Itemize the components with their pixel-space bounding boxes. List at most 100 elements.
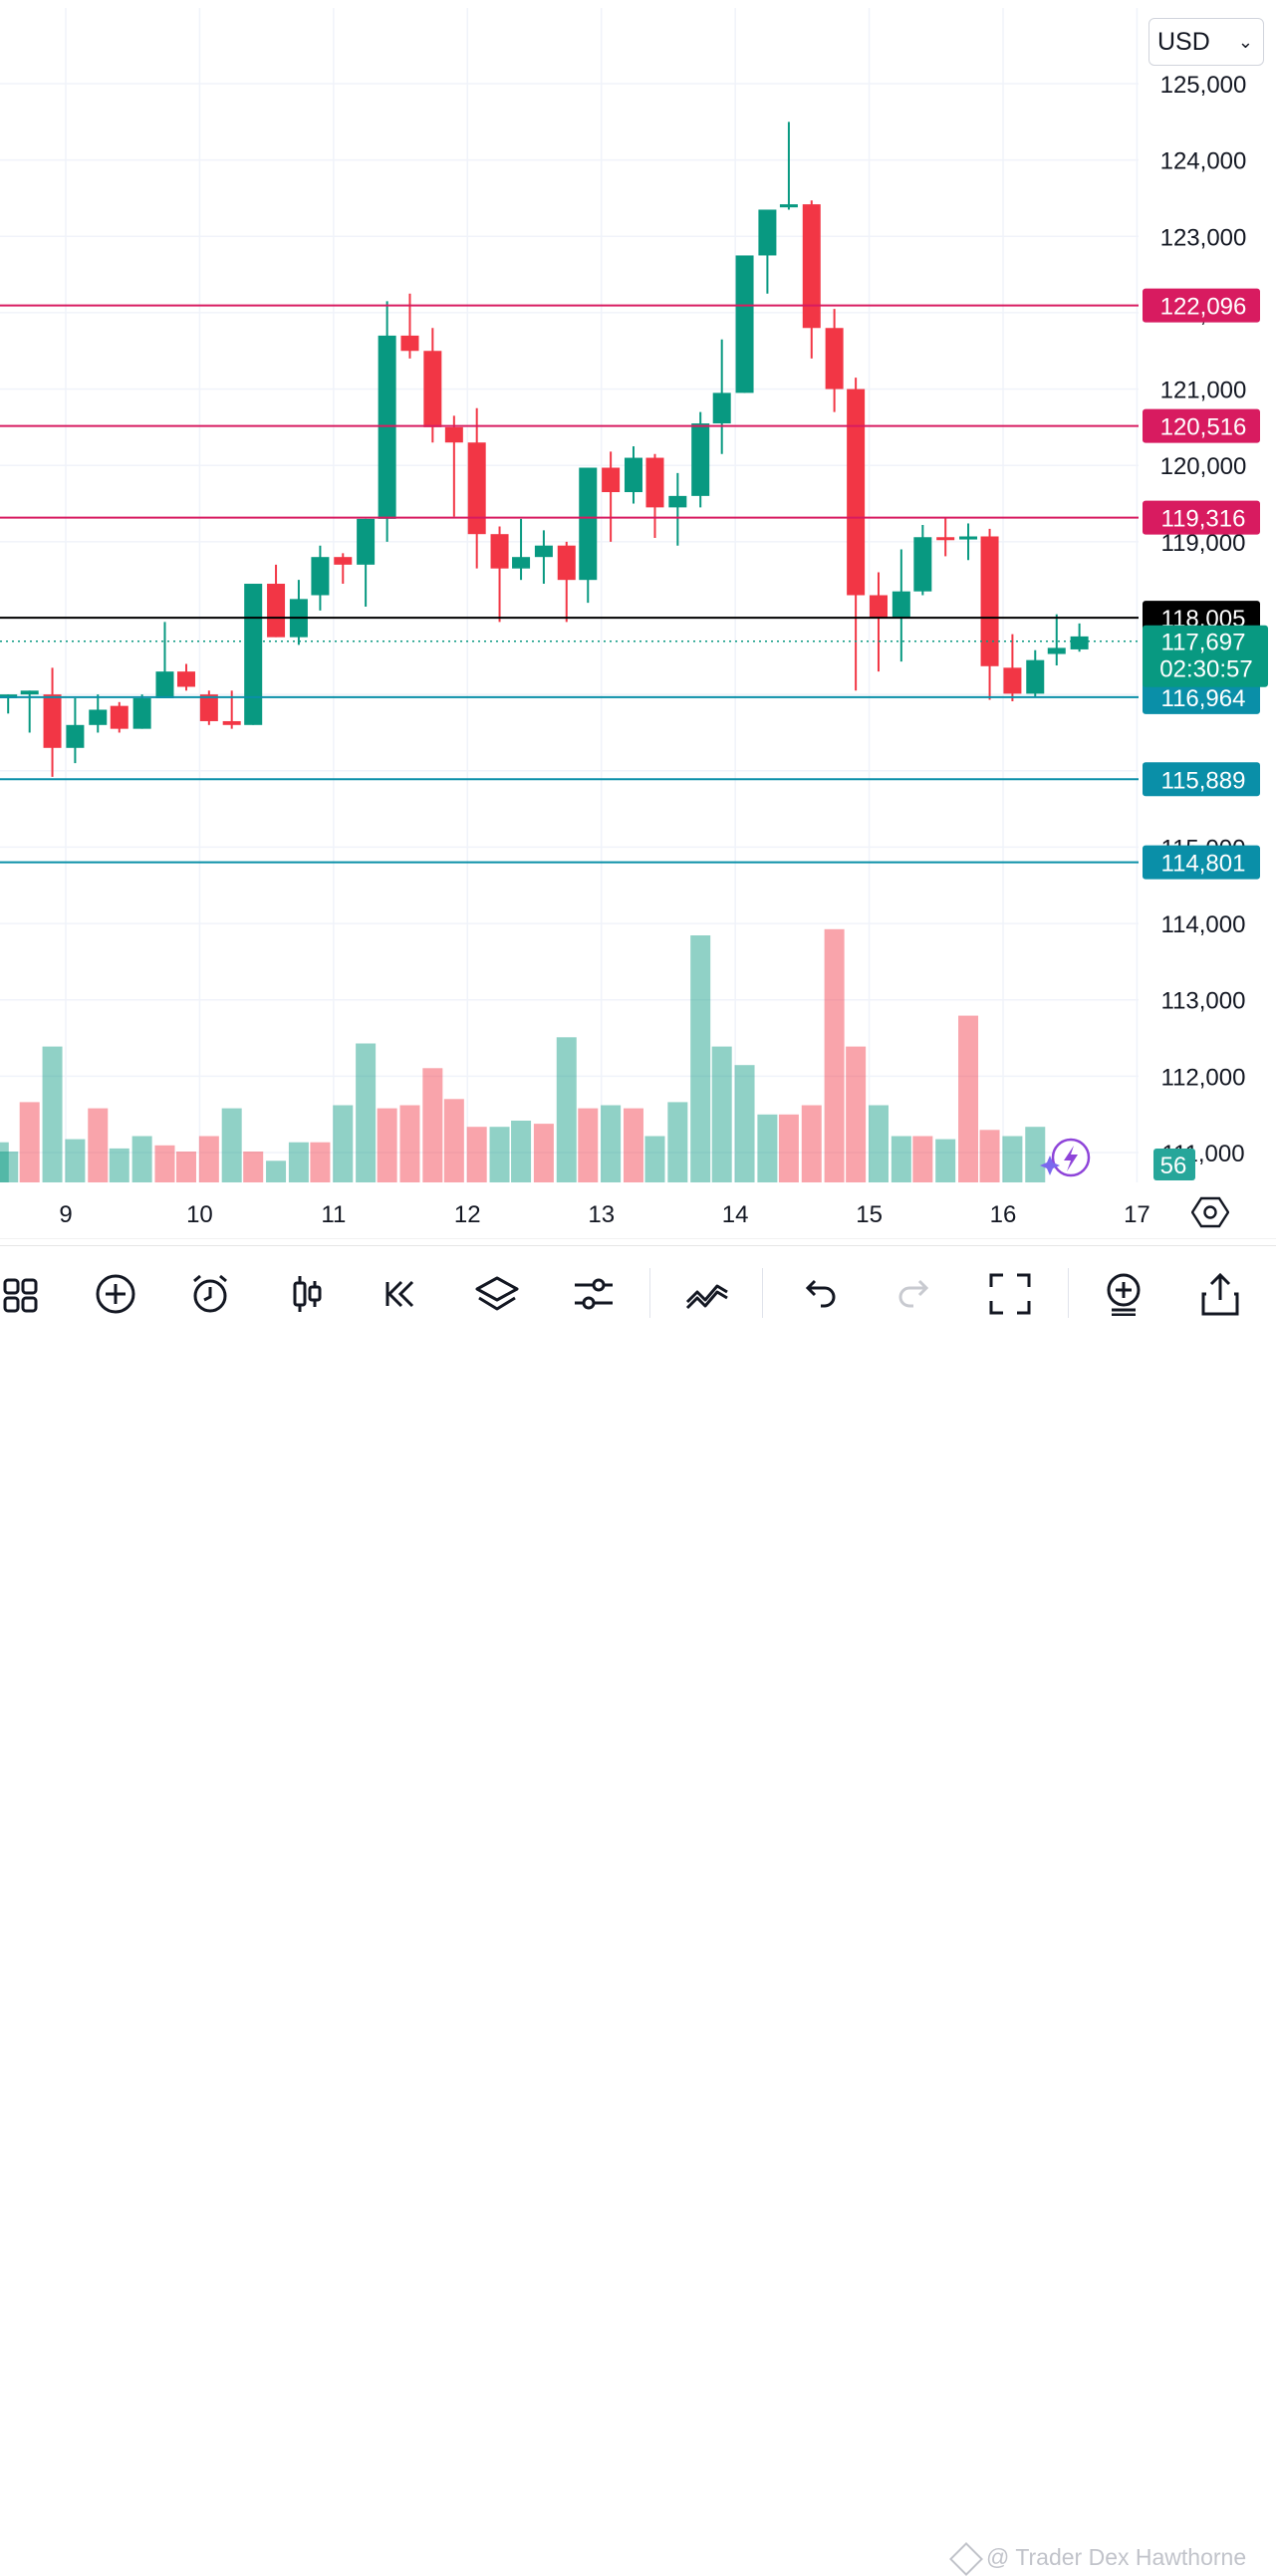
y-tick-label: 121,000 [1160,378,1247,404]
candle-body [43,694,62,748]
fullscreen-button[interactable] [986,1270,1034,1318]
price-level-label: 119,316 [1161,506,1246,533]
y-tick-label: 123,000 [1160,224,1247,251]
undo-button[interactable] [795,1270,843,1318]
candle-body [869,595,888,619]
candle-body [847,388,866,596]
price-level-badge [1143,845,1260,880]
drawing-tools-button[interactable] [683,1270,731,1318]
candle-body [1070,636,1089,649]
volume-bar [356,1043,377,1182]
volume-bar [912,1136,933,1182]
volume-bar [757,1114,778,1182]
candle-body [936,537,955,541]
y-tick-label: 125,000 [1160,72,1247,99]
x-tick-label: 15 [856,1201,883,1228]
x-tick-label: 14 [722,1201,749,1228]
candle-body [1026,659,1045,694]
volume-bar [333,1105,354,1182]
bottom-toolbar: @ Trader Dex Hawthorne [0,1245,1276,2576]
toolbar-divider [1068,1268,1069,1318]
last-price-label: 117,697 [1161,630,1246,656]
candles-icon [293,1276,322,1312]
candle-body [645,457,664,508]
redo-icon [898,1279,929,1308]
candle-body [913,537,932,592]
toolbar-divider [762,1268,763,1318]
price-level-badge [1143,762,1260,797]
replay-button[interactable] [378,1270,425,1318]
volume-bar [578,1108,599,1182]
candle-body [534,545,553,558]
indicators-button[interactable] [283,1270,331,1318]
settings-sliders-button[interactable] [570,1270,618,1318]
candle-body [624,457,642,493]
candle-body [892,591,910,619]
sliders-icon [575,1278,613,1310]
candle-body [735,255,754,393]
candle-body [155,671,174,698]
volume-bar [644,1136,665,1182]
chart-settings-icon[interactable] [1190,1193,1230,1231]
x-tick-label: 17 [1124,1201,1150,1228]
volume-bar [443,1099,464,1182]
assistant-sparkle-icon[interactable] [1040,1138,1091,1177]
volume-bar [958,1015,979,1182]
candle-body [712,392,731,424]
price-level-badge [1143,288,1260,323]
last-price-badge [1143,625,1268,687]
candle-body [802,204,821,329]
candle-body [267,584,286,638]
volume-bar [533,1124,554,1182]
alert-button[interactable] [186,1270,234,1318]
expand-icon [989,1273,1031,1315]
volume-bar [266,1160,287,1182]
watermark: @ Trader Dex Hawthorne [949,2541,1247,2576]
grid-layout-button[interactable] [0,1270,48,1318]
volume-bar [489,1127,510,1182]
volume-bar [824,928,845,1182]
price-chart[interactable]: 9 10 11 12 13 14 15 16 17 125,000 124,000 123,000 12… [0,0,1276,1239]
candle-body [199,694,218,721]
volume-bar [466,1127,487,1182]
volume-bar [801,1105,822,1182]
volume-bar [19,1102,40,1182]
price-level-label: 116,964 [1161,685,1246,712]
currency-label: USD [1157,27,1210,56]
volume-bar [88,1108,109,1182]
zoom-in-button[interactable] [1100,1270,1148,1318]
candle-body [357,518,376,565]
volume-bar [65,1139,86,1182]
zoom-plus-icon [1107,1273,1141,1316]
candle-body [779,204,798,208]
x-tick-label: 13 [588,1201,615,1228]
candle-body [668,495,687,508]
redo-button[interactable] [892,1270,939,1318]
price-level-label: 120,516 [1160,414,1247,441]
volume-bar [0,1142,9,1182]
candle-body [311,557,330,596]
price-level-badge [1143,408,1260,443]
countdown-label: 02:30:57 [1159,656,1252,683]
volume-bar [891,1136,911,1182]
share-button[interactable] [1196,1270,1244,1318]
currency-select[interactable]: USD ⌄ [1148,18,1264,66]
y-tick-label: 120,000 [1160,453,1247,480]
chart-area[interactable]: 9 10 11 12 13 14 15 16 17 125,000 124,000 123,000 12… [0,0,1276,1239]
y-tick-label: 114,000 [1161,911,1246,938]
candle-body [66,724,85,748]
candle-body [579,467,598,581]
watermark-text: @ Trader Dex Hawthorne [986,2544,1247,2570]
candle-body [467,442,486,535]
plus-circle-icon [96,1274,135,1314]
candle-body [959,536,978,540]
add-button[interactable] [92,1270,139,1318]
watermark-logo-icon [949,2541,983,2576]
layers-button[interactable] [473,1270,521,1318]
candle-body [490,534,509,569]
grid-icon [3,1278,38,1313]
y-tick-label: 113,000 [1161,988,1246,1015]
candle-body [176,671,195,687]
volume-bar [243,1152,264,1182]
price-level-label: 114,801 [1161,851,1246,878]
